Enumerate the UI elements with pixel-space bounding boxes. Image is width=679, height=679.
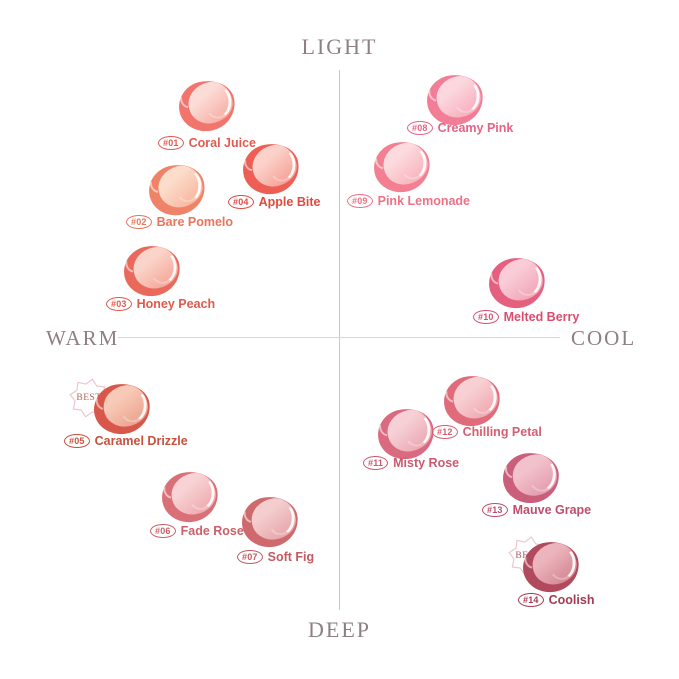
shade-number-badge: #08 <box>407 121 433 135</box>
shade-number-badge: #14 <box>518 593 544 607</box>
axis-label-cool: COOL <box>571 326 637 350</box>
shade-swatch <box>440 371 504 431</box>
shade-label: #11 Misty Rose <box>363 454 459 472</box>
axis-label-warm: WARM <box>46 326 120 350</box>
shade-name: Mauve Grape <box>512 503 592 517</box>
shade-name: Honey Peach <box>136 297 216 311</box>
shade-swatch <box>369 136 435 198</box>
shade-name: Soft Fig <box>267 550 315 564</box>
swatch-gloss-highlight-icon <box>173 168 202 202</box>
vertical-axis-line <box>339 70 340 610</box>
shade-label: #06 Fade Rose <box>150 522 244 540</box>
shade-number-badge: #06 <box>150 524 176 538</box>
shade-label: #07 Soft Fig <box>237 548 314 566</box>
shade-label: #12 Chilling Petal <box>432 423 542 441</box>
best-badge-label: BEST <box>76 393 102 403</box>
shade-label: #01 Coral Juice <box>158 134 256 152</box>
shade-label: #08 Creamy Pink <box>407 119 513 137</box>
shade-label: #10 Melted Berry <box>473 308 579 326</box>
shade-name: Misty Rose <box>393 456 460 470</box>
shade-number-badge: #01 <box>158 136 184 150</box>
shade-name: Coral Juice <box>188 136 257 150</box>
shade-label: #14 Coolish <box>518 591 594 609</box>
shade-label: #04 Apple Bite <box>228 193 320 211</box>
shade-swatch <box>158 467 222 527</box>
shade-label: #05 Caramel Drizzle <box>64 432 188 450</box>
shade-name: Caramel Drizzle <box>94 434 188 448</box>
shade-swatch <box>485 253 549 313</box>
shade-label: #03 Honey Peach <box>106 295 215 313</box>
shade-label: #02 Bare Pomelo <box>126 213 233 231</box>
shade-label: #09 Pink Lemonade <box>347 192 470 210</box>
shade-name: Coolish <box>548 593 595 607</box>
axis-label-light: LIGHT <box>301 34 378 59</box>
shade-name: Bare Pomelo <box>156 215 234 229</box>
shade-swatch <box>143 158 211 222</box>
shade-swatch <box>174 75 240 137</box>
shade-name: Fade Rose <box>180 524 244 538</box>
axis-label-deep: DEEP <box>308 617 371 642</box>
shade-name: Melted Berry <box>503 310 580 324</box>
shade-name: Chilling Petal <box>462 425 542 439</box>
shade-swatch <box>500 450 562 506</box>
shade-name: Apple Bite <box>258 195 321 209</box>
shade-number-badge: #09 <box>347 194 373 208</box>
shade-name: Pink Lemonade <box>377 194 471 208</box>
shade-name: Creamy Pink <box>437 121 514 135</box>
shade-label: #13 Mauve Grape <box>482 501 591 519</box>
shade-number-badge: #02 <box>126 215 152 229</box>
shade-swatch <box>238 493 302 551</box>
shade-number-badge: #05 <box>64 434 90 448</box>
shade-number-badge: #13 <box>482 503 508 517</box>
shade-number-badge: #12 <box>432 425 458 439</box>
shade-number-badge: #03 <box>106 297 132 311</box>
shade-number-badge: #11 <box>363 456 389 470</box>
shade-number-badge: #10 <box>473 310 499 324</box>
horizontal-axis-line <box>118 337 560 338</box>
shade-number-badge: #04 <box>228 195 254 209</box>
shade-swatch <box>120 241 184 301</box>
shade-number-badge: #07 <box>237 550 263 564</box>
